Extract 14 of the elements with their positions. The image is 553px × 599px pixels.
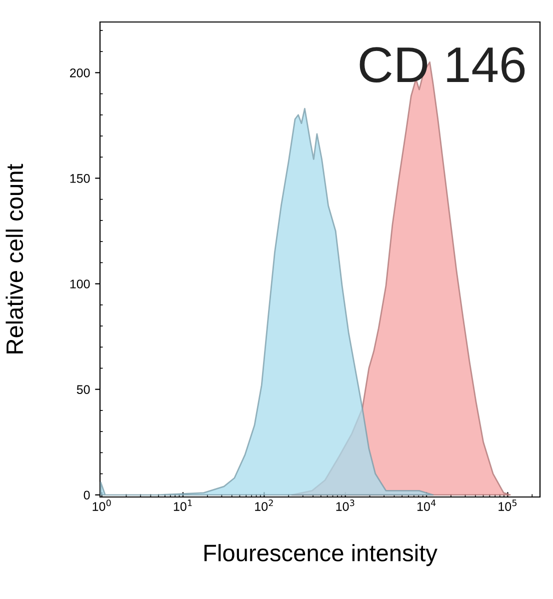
y-tick-label: 150 (70, 174, 90, 183)
annotation: CD 146 (360, 47, 525, 82)
x-axis-title: Flourescence intensity (204, 544, 438, 566)
y-tick-label: 100 (70, 280, 90, 288)
y-axis-title: Relative cell count (6, 164, 24, 354)
y-tick-label: 200 (70, 68, 90, 78)
x-tick-label: 10$^{2}$ (255, 500, 273, 511)
x-tick-label: 10$^{0}$ (92, 500, 111, 511)
y-tick-label: 50 (76, 385, 90, 394)
x-tick-label: 10$^{5}$ (498, 500, 517, 511)
x-tick-label: 10$^{3}$ (336, 500, 354, 511)
x-tick-label: 10$^{1}$ (174, 500, 192, 511)
x-tick-label: 10$^{4}$ (417, 500, 436, 511)
y-tick-label: 0 (84, 490, 90, 500)
